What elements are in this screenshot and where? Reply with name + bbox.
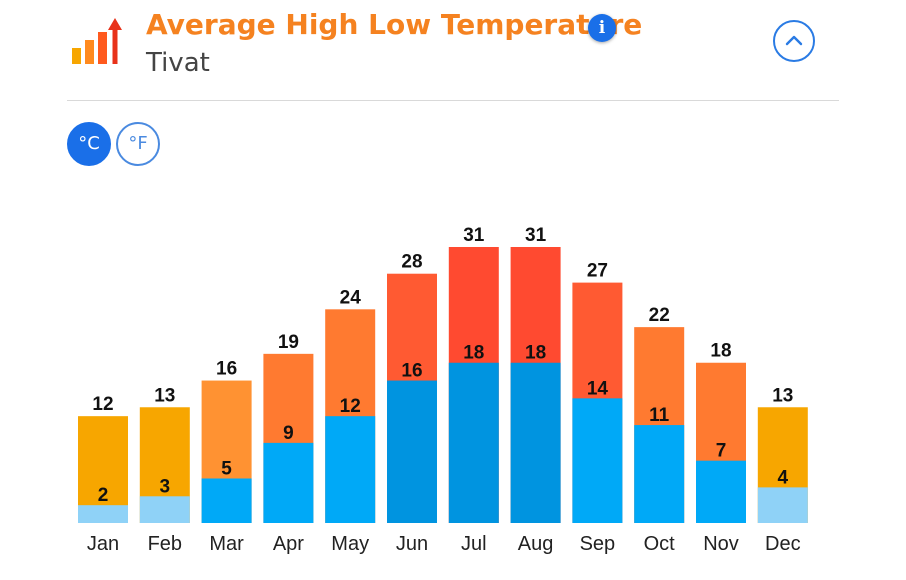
info-button[interactable]: i xyxy=(588,14,616,42)
high-temp-label-feb: 13 xyxy=(154,385,175,406)
low-temp-label-aug: 18 xyxy=(525,343,546,364)
low-temp-label-feb: 3 xyxy=(160,476,171,497)
low-temp-bar-may xyxy=(325,416,376,523)
chevron-up-icon xyxy=(785,35,803,46)
month-label-nov: Nov xyxy=(703,533,739,555)
high-temp-label-sep: 27 xyxy=(587,261,608,282)
month-label-jan: Jan xyxy=(87,533,119,555)
high-temp-label-oct: 22 xyxy=(649,305,670,326)
month-label-feb: Feb xyxy=(148,533,182,555)
low-temp-bar-sep xyxy=(572,398,623,523)
high-temp-label-aug: 31 xyxy=(525,225,547,246)
low-temp-label-apr: 9 xyxy=(283,423,294,444)
low-temp-bar-jan xyxy=(78,505,128,523)
low-temp-label-dec: 4 xyxy=(778,467,789,488)
location-name: Tivat xyxy=(146,48,210,78)
low-temp-label-oct: 11 xyxy=(649,405,670,426)
chart-header: Average High Low Temperature Tivat i xyxy=(0,0,906,100)
month-label-jun: Jun xyxy=(396,533,428,555)
low-temp-bar-oct xyxy=(634,425,685,523)
low-temp-label-jan: 2 xyxy=(98,485,109,506)
page-title: Average High Low Temperature xyxy=(146,8,643,41)
low-temp-bar-nov xyxy=(696,460,746,523)
low-temp-bar-jun xyxy=(387,380,437,523)
low-temp-bar-dec xyxy=(757,487,808,523)
month-label-dec: Dec xyxy=(765,533,801,555)
high-temp-label-may: 24 xyxy=(340,287,362,308)
low-temp-label-jun: 16 xyxy=(401,361,422,382)
high-temp-label-jan: 12 xyxy=(92,394,113,415)
celsius-toggle[interactable]: °C xyxy=(67,122,111,166)
high-temp-label-mar: 16 xyxy=(216,359,237,380)
low-temp-label-may: 12 xyxy=(340,396,361,417)
fahrenheit-toggle[interactable]: °F xyxy=(116,122,160,166)
low-temp-bar-mar xyxy=(201,478,252,523)
high-temp-label-nov: 18 xyxy=(710,341,731,362)
high-temp-label-dec: 13 xyxy=(772,385,793,406)
high-temp-label-jun: 28 xyxy=(401,252,422,273)
low-temp-bar-apr xyxy=(263,442,314,523)
low-temp-label-jul: 18 xyxy=(463,343,484,364)
high-temp-label-jul: 31 xyxy=(463,225,485,246)
month-label-jul: Jul xyxy=(461,533,487,555)
low-temp-bar-aug xyxy=(510,362,561,523)
month-label-aug: Aug xyxy=(518,533,554,555)
high-temp-label-apr: 19 xyxy=(278,332,299,353)
low-temp-label-nov: 7 xyxy=(716,441,727,462)
low-temp-bar-feb xyxy=(139,496,190,523)
month-label-apr: Apr xyxy=(273,533,304,555)
temperature-chart-icon xyxy=(72,18,122,64)
low-temp-label-mar: 5 xyxy=(221,458,232,479)
low-temp-label-sep: 14 xyxy=(587,378,609,399)
month-label-oct: Oct xyxy=(644,533,676,555)
temperature-bar-chart: 12 2 Jan 13 3 Feb 16 5 Mar 19 9 Apr 24 12 May 28 16 Jun 31… xyxy=(78,225,808,555)
month-label-may: May xyxy=(331,533,369,555)
collapse-button[interactable] xyxy=(773,20,815,62)
month-label-sep: Sep xyxy=(580,533,616,555)
header-divider xyxy=(67,100,839,101)
low-temp-bar-jul xyxy=(448,362,499,523)
month-label-mar: Mar xyxy=(209,533,244,555)
